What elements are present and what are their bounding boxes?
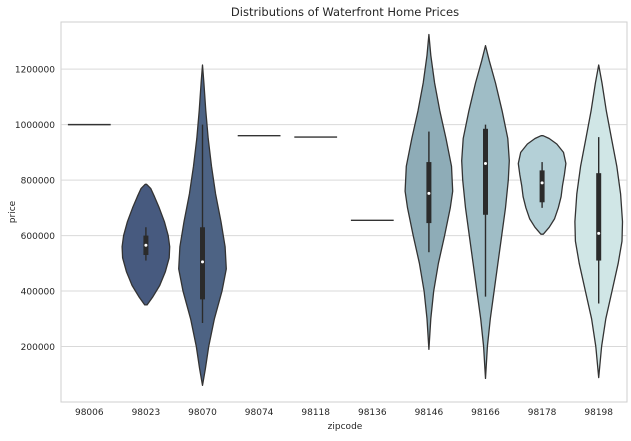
plot-frame	[60, 21, 628, 403]
y-tick-label: 1000000	[15, 121, 55, 131]
x-tick-label: 98146	[415, 408, 444, 418]
median-dot-98198	[597, 231, 601, 235]
y-tick-label: 200000	[21, 343, 56, 353]
y-tick-label: 1200000	[15, 66, 55, 76]
x-tick-label: 98118	[301, 408, 330, 418]
iqr-box-98178	[539, 170, 545, 203]
median-dot-98166	[484, 161, 487, 165]
y-tick-label: 800000	[21, 177, 56, 187]
x-tick-label: 98178	[528, 408, 557, 418]
x-axis-label: zipcode	[328, 422, 363, 432]
x-tick-label: 98070	[188, 408, 217, 418]
median-dot-98146	[427, 191, 431, 195]
median-dot-98070	[201, 260, 204, 264]
iqr-box-98198	[596, 173, 602, 261]
x-tick-label: 98198	[584, 408, 613, 418]
y-tick-labels: 200000 400000 600000 800000 1000000 1200000	[15, 66, 55, 353]
x-tick-label: 98006	[75, 408, 104, 418]
x-tick-label: 98074	[245, 408, 274, 418]
x-tick-label: 98136	[358, 408, 387, 418]
x-tick-label: 98023	[132, 408, 161, 418]
x-tick-label: 98166	[471, 408, 500, 418]
x-tick-labels: 98006 98023 98070 98074 98118 98136 98146 98166…	[75, 408, 613, 418]
y-tick-label: 600000	[21, 232, 56, 242]
violin-series	[67, 33, 624, 387]
median-dot-98178	[540, 181, 544, 185]
median-dot-98023	[144, 243, 148, 247]
iqr-box-98166	[483, 128, 488, 215]
y-tick-label: 400000	[21, 288, 56, 298]
y-axis-label: price	[8, 200, 18, 223]
chart-title: Distributions of Waterfront Home Prices	[231, 5, 459, 19]
